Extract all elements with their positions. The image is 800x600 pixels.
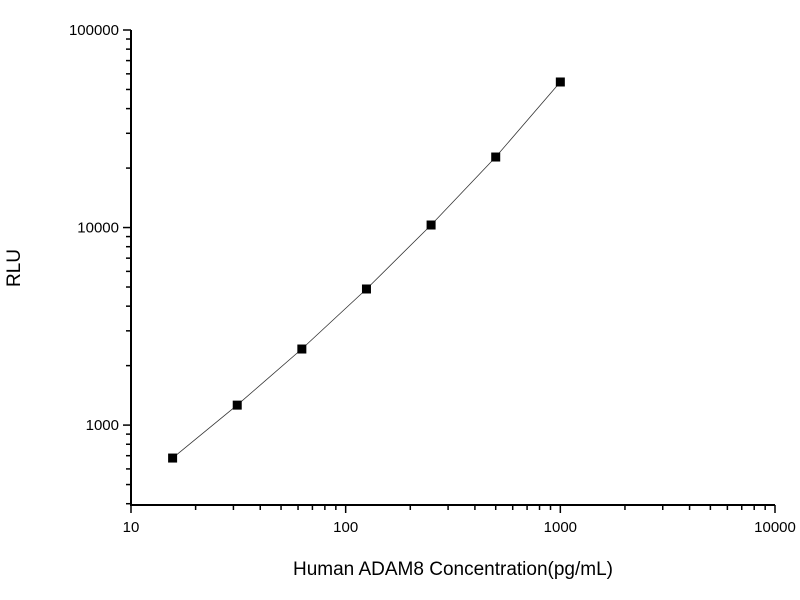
x-tick-label: 10000 — [754, 519, 796, 536]
curve-line — [172, 81, 561, 459]
data-point — [361, 284, 371, 294]
axes — [130, 30, 775, 506]
y-axis-title: RLU — [4, 249, 25, 287]
x-tick-label: 100 — [333, 519, 358, 536]
ticks: 10 100 1000 10000 1000 10000 100000 — [69, 22, 796, 536]
x-axis-title: Human ADAM8 Concentration(pg/mL) — [293, 559, 613, 580]
y-tick-label: 10000 — [77, 220, 119, 237]
y-tick-label: 100000 — [69, 22, 119, 39]
data-points — [168, 77, 565, 463]
fitted-curve — [172, 81, 561, 459]
data-point — [426, 220, 436, 230]
x-tick-label: 1000 — [544, 519, 577, 536]
x-tick-label: 10 — [123, 519, 140, 536]
data-point — [297, 344, 307, 354]
data-point — [491, 152, 501, 162]
data-point — [555, 77, 565, 87]
data-point — [168, 453, 178, 463]
data-point — [232, 400, 242, 410]
y-tick-label: 1000 — [86, 417, 119, 434]
